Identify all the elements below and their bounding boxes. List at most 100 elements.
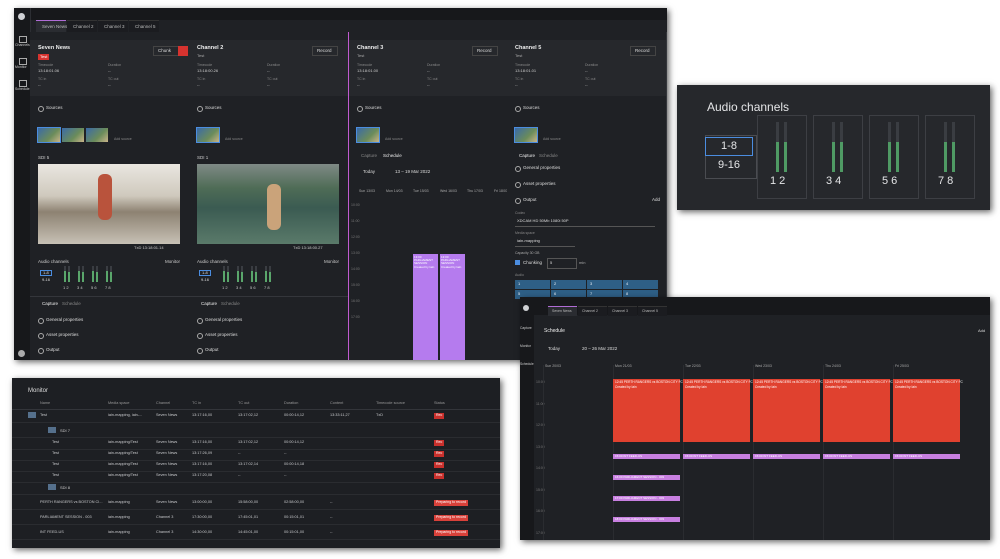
button-label[interactable]: Record [635, 48, 650, 53]
event[interactable]: 15:00 INT FEED-US [893, 454, 960, 459]
today-button[interactable]: Today [363, 169, 376, 174]
form-input[interactable]: XDCAM HD 50Mb 1080i 50P [515, 217, 655, 227]
section[interactable]: General properties [205, 317, 243, 322]
action-button[interactable]: Record [472, 46, 498, 56]
tab[interactable]: Channel 5 [129, 20, 159, 33]
source-thumb[interactable] [37, 127, 61, 143]
audio-map-cell[interactable]: 2 [551, 280, 586, 289]
event[interactable]: 15:00 INT FEED-US [683, 454, 750, 459]
event[interactable]: 15:00 INT FEED-US [613, 454, 680, 459]
add-source[interactable]: Add source [385, 137, 403, 141]
button-label[interactable]: Record [477, 48, 492, 53]
section[interactable]: Asset properties [205, 332, 238, 337]
nav-item[interactable]: Monitor [15, 65, 27, 69]
channel-column: Channel 2 Test Record Timecode 13:18:00.26 Du… [189, 32, 349, 360]
button-label[interactable]: Chunk [158, 48, 172, 53]
add-button[interactable]: Add [652, 197, 661, 202]
audio-map-cell[interactable]: 7 [587, 290, 622, 299]
nav-item[interactable]: Schedule [520, 362, 534, 366]
section[interactable]: Asset properties [46, 332, 79, 337]
audio-bank[interactable]: 9-16 [42, 277, 51, 282]
source-thumb[interactable] [514, 127, 538, 143]
add-source[interactable]: Add source [225, 137, 243, 141]
form-value: iain-mapping [517, 238, 540, 243]
nav-item[interactable]: Monitor [520, 344, 531, 348]
audio-map-cell[interactable]: 6 [551, 290, 586, 299]
add-source[interactable]: Add source [543, 137, 561, 141]
event[interactable]: 15:00 INT FEED-US [823, 454, 890, 459]
tab[interactable]: Capture [42, 301, 59, 306]
tab[interactable]: Channel 5 [638, 306, 667, 316]
nav-item[interactable]: Capture [520, 326, 532, 330]
nav-item[interactable]: Schedule [15, 87, 30, 91]
audio-map-cell[interactable]: 5 [515, 290, 550, 299]
section[interactable]: General properties [523, 165, 561, 170]
nav-item[interactable]: Channels [15, 43, 30, 47]
event[interactable]: 12:45 PERTH RANGERS vs BOSTON CITY FC Cre… [893, 379, 963, 442]
time-label: 10:00 [536, 380, 545, 384]
cell: Seven News [156, 413, 178, 417]
section[interactable]: Asset properties [523, 181, 556, 186]
audio-map-cell[interactable]: 4 [623, 280, 658, 289]
source-thumb[interactable] [356, 127, 380, 143]
section[interactable]: Output [205, 347, 219, 352]
event[interactable]: 12:45 PERTH RANGERS vs BOSTON CITY FC Cre… [753, 379, 823, 442]
checkbox[interactable] [515, 260, 520, 265]
status-badge: Rec [434, 413, 445, 419]
nav-icon[interactable] [19, 58, 27, 65]
tab[interactable]: Seven News [36, 20, 67, 33]
audio-map-cell[interactable]: 1 [515, 280, 550, 289]
button-label[interactable]: Record [317, 48, 332, 53]
time-label: 12:00 [351, 235, 360, 239]
add-source[interactable]: Add source [114, 137, 132, 141]
event[interactable]: 18:00 PARLIAMENT SESSION - 003 [613, 517, 680, 522]
source-thumb[interactable] [62, 128, 84, 142]
source-thumb[interactable] [86, 128, 108, 142]
tab[interactable]: Channel 2 [578, 306, 607, 316]
tab[interactable]: Capture [201, 301, 218, 306]
tab[interactable]: Schedule [539, 153, 558, 158]
action-button[interactable]: Record [312, 46, 338, 56]
source-thumb[interactable] [196, 127, 220, 143]
tab[interactable]: Channel 3 [98, 20, 128, 33]
tab[interactable]: Channel 3 [608, 306, 637, 316]
nav-icon[interactable] [19, 80, 27, 87]
action-button[interactable]: Record [630, 46, 656, 56]
event[interactable]: 16:00 PARLIAMENT SESSION - 003 [613, 475, 680, 480]
nav-icon[interactable] [19, 36, 27, 43]
section[interactable]: General properties [46, 317, 84, 322]
audio-bank[interactable]: 9-16 [201, 277, 210, 282]
form-input[interactable]: iain-mapping [515, 237, 575, 247]
audio-map-cell[interactable]: 8 [623, 290, 658, 299]
tab[interactable]: Capture [519, 153, 536, 158]
tab[interactable]: Schedule [62, 301, 81, 306]
tab[interactable]: Schedule [383, 153, 402, 158]
event[interactable]: 12:45 PERTH RANGERS vs BOSTON CITY FC Cre… [613, 379, 683, 442]
tab[interactable]: Seven News [548, 306, 577, 316]
audio-bank[interactable]: 1-8 [40, 270, 52, 276]
section[interactable]: Output [46, 347, 60, 352]
add-button[interactable]: Add [978, 328, 986, 333]
column-header: Channel [156, 401, 171, 405]
tab[interactable]: Channel 2 [67, 20, 97, 33]
event[interactable]: 12:45 PERTH RANGERS vs BOSTON CITY FC Cre… [823, 379, 893, 442]
group-thumb [48, 484, 56, 490]
tab[interactable]: Capture [361, 153, 378, 158]
audio-bank[interactable]: 1-8 [199, 270, 211, 276]
input-label: SDI 1 [197, 155, 209, 160]
audio-bank[interactable]: 9-16 [717, 159, 741, 171]
action-button[interactable]: Chunk [153, 46, 179, 56]
event[interactable]: 12:45 PERTH RANGERS vs BOSTON CITY FC Cre… [683, 379, 753, 442]
chunk-input[interactable]: 5 [547, 258, 577, 269]
record-button[interactable] [178, 46, 188, 56]
event[interactable]: 13:00 PARLIAMENT SESSION Created by Iain [440, 254, 465, 360]
audio-map-cell[interactable]: 3 [587, 280, 622, 289]
field-label: TC out [427, 77, 438, 81]
today-button[interactable]: Today [548, 346, 561, 351]
audio-bank[interactable]: 1-8 [705, 137, 753, 156]
event[interactable]: 17:00 PARLIAMENT SESSION - 003 [613, 496, 680, 501]
event[interactable]: 15:00 INT FEED-US [753, 454, 820, 459]
event[interactable]: 13:00 PARLIAMENT SESSION Created by Iain [413, 254, 438, 360]
section[interactable]: Output [523, 197, 537, 202]
tab[interactable]: Schedule [221, 301, 240, 306]
